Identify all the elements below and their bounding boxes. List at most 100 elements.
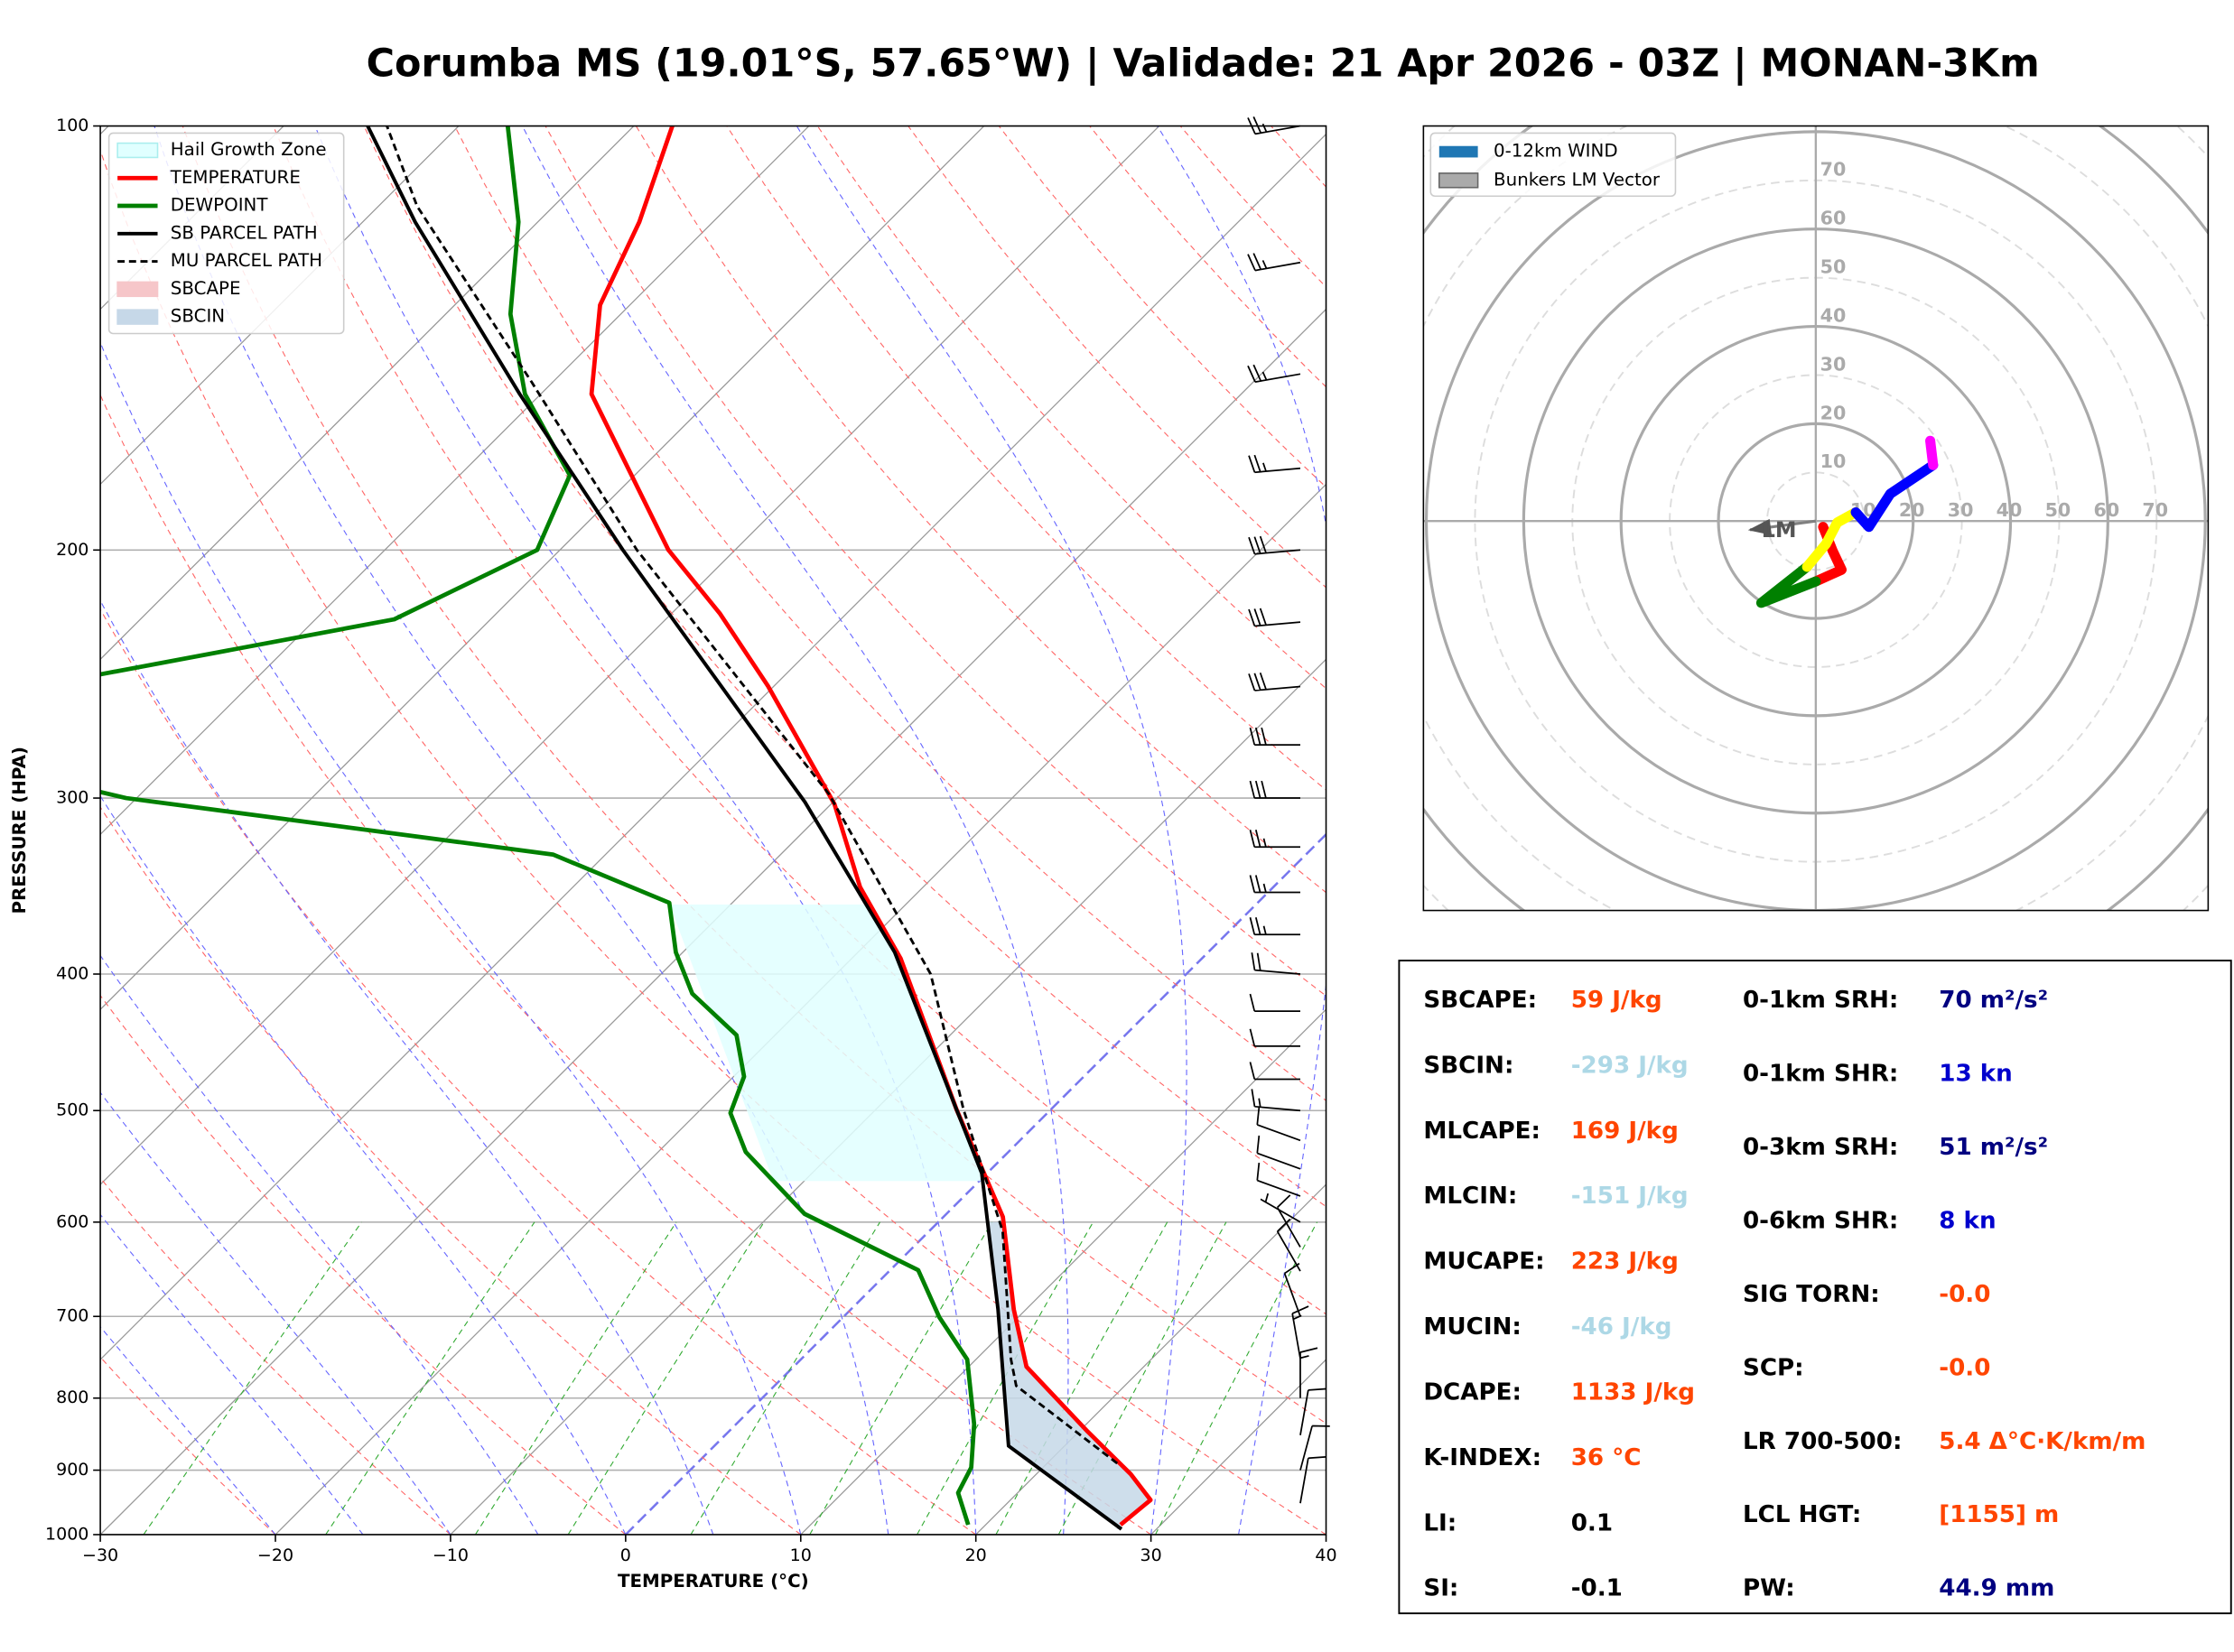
- isotherm: [100, 125, 284, 311]
- parameter-label: PW:: [1743, 1575, 1795, 1602]
- hodo-ring-label: 60: [2094, 499, 2120, 521]
- wind-barb: [1291, 1305, 1309, 1360]
- hodo-ring-label: 40: [1997, 499, 2023, 521]
- parameter-label: 0-1km SRH:: [1743, 987, 1898, 1014]
- hodo-trace: [1755, 561, 1821, 608]
- parameter-label: SI:: [1423, 1575, 1458, 1602]
- parameter-value: 36 °C: [1571, 1444, 1642, 1471]
- dry-adiabat: [100, 806, 802, 1535]
- wind-barb: [1256, 1135, 1301, 1170]
- parameter-label: MUCIN:: [1423, 1313, 1522, 1341]
- legend-swatch: [1438, 172, 1479, 189]
- moist-adiabat: [796, 125, 1187, 1535]
- legend-box: [107, 132, 345, 335]
- parameter-label: K-INDEX:: [1423, 1444, 1541, 1471]
- legend-label: SBCIN: [171, 306, 225, 327]
- y-tick-label: 500: [56, 1100, 88, 1120]
- parameter-value: -46 J/kg: [1571, 1313, 1672, 1341]
- legend-label: SB PARCEL PATH: [171, 222, 318, 243]
- mixing-ratio-line: [567, 1221, 765, 1535]
- dry-adiabat: [726, 125, 1326, 791]
- parameter-label: SBCIN:: [1423, 1052, 1513, 1079]
- mixing-ratio-line: [474, 1221, 677, 1535]
- wind-barb: [1260, 1193, 1301, 1223]
- dry-adiabat: [635, 125, 1326, 894]
- parameter-value: 59 J/kg: [1571, 987, 1662, 1014]
- wind-barb: [1256, 1162, 1301, 1197]
- wind-barb: [1283, 1262, 1301, 1317]
- y-tick-label: 800: [56, 1387, 88, 1407]
- mixing-ratio-line: [143, 1221, 362, 1535]
- y-tick-label: 400: [56, 964, 88, 984]
- y-axis-label: PRESSURE (HPA): [9, 747, 30, 914]
- wind-barb: [1299, 1387, 1326, 1435]
- legend-swatch: [116, 281, 159, 298]
- parameter-value: 8 kn: [1939, 1207, 1996, 1234]
- parameter-value: 13 kn: [1939, 1060, 2013, 1087]
- isotherm: [100, 133, 1326, 1360]
- wind-barb: [1251, 952, 1301, 975]
- parameter-value: -0.1: [1571, 1575, 1623, 1602]
- skewt-plot: [100, 125, 1326, 1535]
- hodo-frame: [1422, 125, 2210, 912]
- legend-label: MU PARCEL PATH: [171, 250, 322, 271]
- legend-swatch: [116, 142, 159, 159]
- hodo-ring-label: 40: [1820, 304, 1847, 326]
- mixing-ratio-line: [995, 1221, 1168, 1535]
- wind-barb: [1247, 364, 1301, 383]
- parameter-label: MLCIN:: [1423, 1183, 1517, 1210]
- isotherm: [100, 125, 635, 661]
- area-cin: [987, 1221, 1150, 1529]
- legend-label: TEMPERATURE: [170, 167, 301, 188]
- isotherm: [100, 125, 985, 1011]
- parameter-panel: [1398, 960, 2232, 1615]
- dry-adiabat: [273, 125, 1326, 1315]
- dry-adiabat: [100, 394, 1151, 1535]
- hodo-ring-label: 10: [1820, 450, 1847, 472]
- parameter-value: 223 J/kg: [1571, 1248, 1679, 1276]
- dry-adiabat: [363, 125, 1326, 1208]
- profile-line: [100, 125, 977, 1526]
- plot-frame: [99, 125, 1327, 1536]
- hodo-trace: [1850, 459, 1939, 533]
- hodo-ring-label: 60: [1820, 208, 1847, 229]
- hodo-ring-label: 20: [1899, 499, 1925, 521]
- wind-barb: [1248, 672, 1301, 691]
- hodo-ring-label: 30: [1948, 499, 1974, 521]
- isotherm: [100, 308, 1326, 1535]
- wind-barb: [1299, 1425, 1330, 1471]
- moist-adiabat: [100, 599, 714, 1535]
- dry-adiabat: [816, 125, 1326, 690]
- moist-adiabat: [522, 125, 1069, 1535]
- legend-label: Hail Growth Zone: [171, 139, 327, 160]
- x-tick-label: 10: [790, 1545, 812, 1565]
- parameter-label: 0-3km SRH:: [1743, 1134, 1898, 1161]
- isotherm: [100, 125, 460, 486]
- parameter-value: 44.9 mm: [1939, 1575, 2054, 1602]
- wind-barb: [1276, 1194, 1301, 1248]
- dry-adiabat: [454, 125, 1326, 1101]
- dry-adiabat: [100, 608, 977, 1535]
- wind-barb: [1248, 608, 1301, 627]
- legend: Hail Growth Zone TEMPERATURE DEWPOINT SB PA…: [107, 132, 345, 335]
- legend-swatch: [1438, 145, 1478, 158]
- moist-adiabat: [100, 1213, 364, 1535]
- mixing-ratio-line: [917, 1221, 1094, 1535]
- parameter-value: 0.1: [1571, 1509, 1613, 1536]
- parameter-value: [1155] m: [1939, 1501, 2059, 1528]
- moist-adiabat: [100, 1091, 451, 1535]
- legend-label: 0-12km WIND: [1494, 141, 1618, 162]
- wind-barb: [1249, 780, 1300, 799]
- wind-barb: [1247, 116, 1301, 135]
- y-tick-label: 100: [56, 116, 88, 135]
- x-tick-label: 20: [965, 1545, 987, 1565]
- moist-adiabat: [100, 341, 802, 1535]
- wind-barb: [1249, 830, 1300, 849]
- title: Corumba MS (19.01°S, 57.65°W) | Validade…: [367, 41, 2040, 86]
- y-tick-label: 700: [56, 1306, 88, 1326]
- moist-adiabat: [100, 1325, 276, 1535]
- hodo-ring-label: 30: [1820, 353, 1847, 375]
- zero-isotherm: [624, 832, 1326, 1535]
